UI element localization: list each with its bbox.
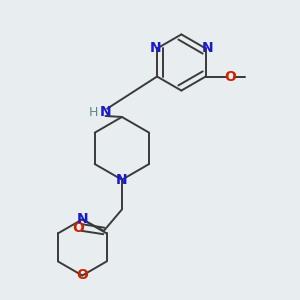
Text: O: O bbox=[72, 220, 84, 235]
Text: O: O bbox=[224, 70, 236, 83]
Text: N: N bbox=[202, 41, 213, 56]
Text: N: N bbox=[150, 41, 161, 56]
Text: N: N bbox=[76, 212, 88, 226]
Text: N: N bbox=[116, 173, 128, 187]
Text: H: H bbox=[89, 106, 98, 118]
Text: O: O bbox=[76, 268, 88, 283]
Text: N: N bbox=[100, 105, 111, 119]
